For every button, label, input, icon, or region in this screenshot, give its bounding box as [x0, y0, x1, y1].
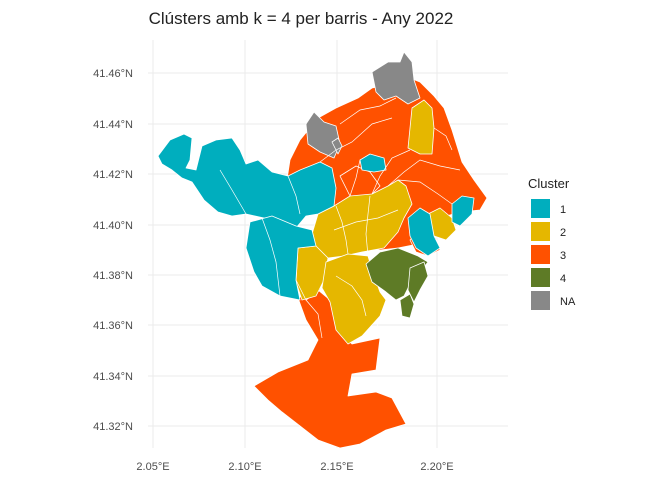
legend-swatch-na	[531, 291, 550, 310]
map-title: Clústers amb k = 4 per barris - Any 2022	[149, 9, 454, 28]
legend-swatch-4	[531, 268, 550, 287]
y-tick-41.44: 41.44°N	[93, 119, 133, 131]
boundary-line	[397, 179, 453, 205]
region-cluster-1-sant-marti	[407, 207, 441, 257]
region-cluster-4-port	[407, 261, 429, 303]
legend-label-4: 4	[560, 273, 566, 285]
region-cluster-2-sants	[295, 245, 329, 301]
boundary-line	[333, 209, 399, 231]
legend-swatch-1	[531, 199, 550, 218]
y-tick-41.40: 41.40°N	[93, 220, 133, 232]
y-tick-41.36: 41.36°N	[93, 320, 133, 332]
x-tick-2.15: 2.15°E	[320, 461, 353, 473]
legend-label-3: 3	[560, 250, 566, 262]
y-tick-41.32: 41.32°N	[93, 421, 133, 433]
boundary-line	[387, 159, 461, 187]
x-tick-2.05: 2.05°E	[136, 461, 169, 473]
boundary-line	[219, 169, 247, 215]
legend-label-1: 1	[560, 204, 566, 216]
boundary-line	[339, 97, 397, 125]
legend-label-2: 2	[560, 227, 566, 239]
boundary-line	[287, 175, 301, 215]
legend: Cluster 1 2 3 4 NA	[528, 176, 576, 310]
boundary-line	[335, 205, 349, 255]
region-cluster-1-horta-small	[359, 153, 387, 173]
boundary-line	[335, 275, 367, 317]
legend-swatch-2	[531, 222, 550, 241]
region-cluster-4-barceloneta	[399, 293, 415, 319]
y-tick-41.46: 41.46°N	[93, 68, 133, 80]
legend-swatch-3	[531, 245, 550, 264]
x-tick-2.20: 2.20°E	[420, 461, 453, 473]
y-tick-41.34: 41.34°N	[93, 371, 133, 383]
boundary-line	[365, 195, 371, 257]
map-regions	[157, 51, 488, 449]
boundary-line	[363, 299, 387, 341]
boundary-line	[319, 117, 393, 163]
boundary-line	[261, 217, 281, 297]
legend-title: Cluster	[528, 176, 570, 191]
region-cluster-2-north	[407, 99, 435, 155]
boundary-line	[433, 127, 453, 151]
region-cluster-1-east	[451, 195, 475, 227]
region-cluster-na-north	[371, 51, 421, 105]
barri-boundaries	[219, 97, 461, 341]
x-axis-labels: 2.05°E 2.10°E 2.15°E 2.20°E	[136, 461, 453, 473]
y-tick-41.42: 41.42°N	[93, 169, 133, 181]
y-axis-labels: 41.46°N 41.44°N 41.42°N 41.40°N 41.38°N …	[93, 68, 133, 433]
boundary-line	[349, 159, 361, 197]
boundary-line	[371, 149, 411, 195]
region-cluster-3-zonafranca	[253, 289, 407, 449]
legend-label-na: NA	[560, 296, 576, 308]
x-tick-2.10: 2.10°E	[228, 461, 261, 473]
boundary-line	[295, 279, 323, 339]
y-tick-41.38: 41.38°N	[93, 270, 133, 282]
